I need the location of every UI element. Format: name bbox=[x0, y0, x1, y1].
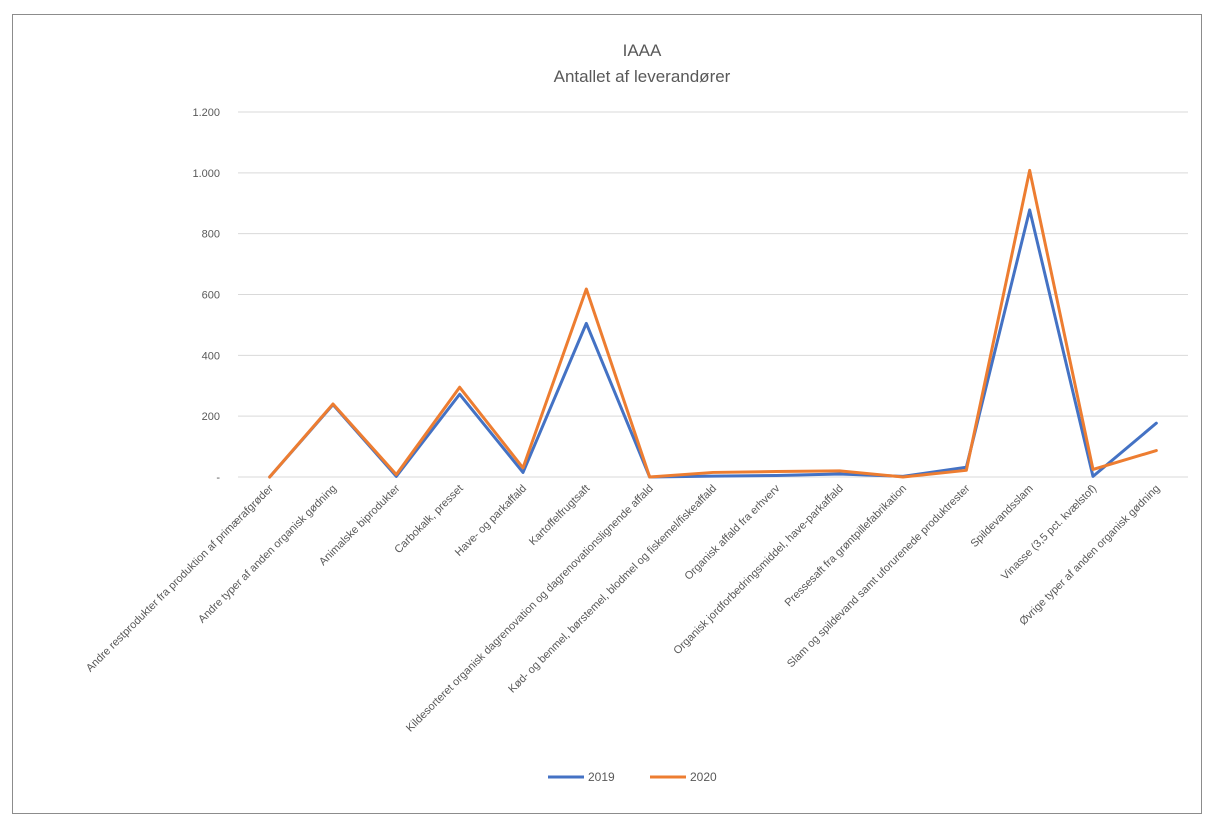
legend-label: 2020 bbox=[690, 770, 717, 784]
series-line-2020 bbox=[268, 168, 1158, 479]
y-tick-label: 200 bbox=[202, 411, 220, 423]
legend-label: 2019 bbox=[588, 770, 615, 784]
x-tick-label: Andre typer af anden organisk gødning bbox=[196, 483, 339, 626]
y-tick-label: 1.000 bbox=[192, 168, 220, 180]
y-axis-ticks: - 200 400 600 800 1.000 1.200 bbox=[192, 107, 220, 484]
y-tick-label: 1.200 bbox=[192, 107, 220, 119]
chart-subtitle: Antallet af leverandører bbox=[554, 67, 731, 86]
x-tick-label: Øvrige typer af anden organisk gødning bbox=[1017, 483, 1162, 628]
x-tick-label: Kildesorteret organisk dagrenovation og … bbox=[404, 483, 656, 735]
x-tick-label: Spildevandsslam bbox=[969, 483, 1036, 550]
chart-title: IAAA bbox=[623, 41, 662, 60]
series-line-2019 bbox=[268, 208, 1158, 479]
gridlines bbox=[238, 111, 1188, 478]
x-tick-label: Have- og parkaffald bbox=[453, 483, 529, 559]
x-tick-label: Kød- og benmel, børstemel, blodmel og fi… bbox=[506, 483, 719, 696]
y-tick-label: 800 bbox=[202, 229, 220, 241]
x-axis-ticks: Andre restprodukter fra produktion af pr… bbox=[84, 482, 1162, 734]
x-tick-label: Carbokalk, presset bbox=[392, 483, 465, 556]
x-tick-label: Kartoffelfrugtsaft bbox=[527, 483, 592, 548]
legend: 2019 2020 bbox=[548, 770, 717, 784]
y-tick-label: - bbox=[216, 472, 220, 484]
y-tick-label: 600 bbox=[202, 290, 220, 302]
series-lines bbox=[268, 168, 1158, 479]
y-tick-label: 400 bbox=[202, 350, 220, 362]
chart-frame bbox=[12, 14, 1202, 814]
x-tick-label: Pressesaft fra grøntpillefabrikation bbox=[783, 483, 910, 610]
